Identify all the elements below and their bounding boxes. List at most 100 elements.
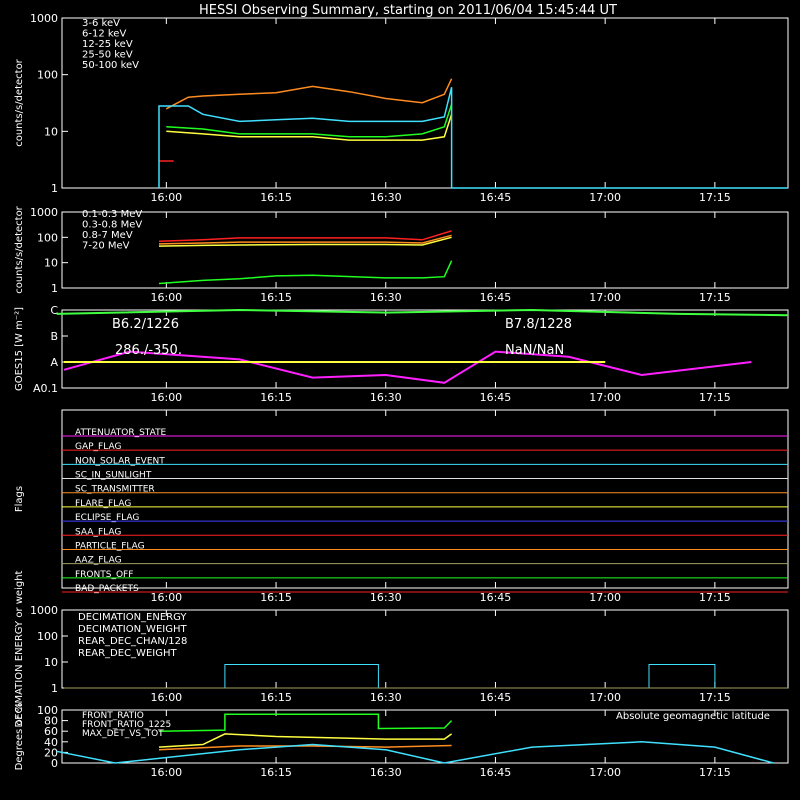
- time-tick-label: 17:15: [699, 691, 731, 704]
- legend-entry: 12-25 keV: [82, 39, 133, 50]
- time-tick-label: 16:00: [150, 691, 182, 704]
- time-tick-label: 16:00: [150, 766, 182, 779]
- time-tick-label: 16:45: [480, 766, 512, 779]
- y-tick-label: 1: [51, 282, 58, 295]
- time-tick-label: 17:15: [699, 591, 731, 604]
- legend-entry: REAR_DEC_WEIGHT: [78, 648, 177, 659]
- goes-annotation: 286./-350.: [115, 343, 182, 358]
- series-line-2: [158, 713, 453, 732]
- time-tick-label: 16:00: [150, 191, 182, 204]
- time-tick-label: 17:15: [699, 291, 731, 304]
- y-tick-label: 20: [44, 746, 58, 759]
- y-tick-label: 1: [51, 682, 58, 695]
- time-tick-label: 16:15: [260, 591, 292, 604]
- time-tick-label: 16:00: [150, 291, 182, 304]
- legend-entry: 0.3-0.8 MeV: [82, 220, 142, 231]
- time-tick-label: 16:30: [370, 591, 402, 604]
- legend-entry: Absolute geomagnetic latitude: [616, 711, 770, 722]
- time-tick-label: 17:00: [589, 191, 621, 204]
- legend-entry: 25-50 keV: [82, 50, 133, 61]
- y-tick-label: 1000: [30, 12, 58, 25]
- flag-label: SC_IN_SUNLIGHT: [75, 471, 152, 481]
- time-tick-label: 17:00: [589, 291, 621, 304]
- flag-label: NON_SOLAR_EVENT: [75, 456, 165, 466]
- flag-label: ECLIPSE_FLAG: [75, 513, 139, 523]
- legend-entry: 7-20 MeV: [82, 241, 130, 252]
- time-tick-label: 16:15: [260, 191, 292, 204]
- time-tick-label: 16:15: [260, 766, 292, 779]
- flag-label: BAD_PACKETS: [75, 584, 139, 594]
- y-tick-label: 100: [37, 704, 58, 717]
- y-axis-label: Degrees or %: [14, 703, 25, 771]
- time-tick-label: 17:15: [699, 766, 731, 779]
- series-line-5: [158, 87, 788, 189]
- series-line-3: [224, 664, 716, 689]
- time-tick-label: 16:15: [260, 391, 292, 404]
- time-tick-label: 16:15: [260, 291, 292, 304]
- flag-label: AAZ_FLAG: [75, 556, 122, 566]
- flag-label: FLARE_FLAG: [75, 499, 131, 509]
- series-line-3: [158, 744, 452, 751]
- panel-frame-1: [61, 17, 789, 189]
- series-line-2: [63, 350, 752, 384]
- y-axis-label: Flags: [14, 486, 25, 512]
- y-tick-label: 60: [44, 725, 58, 738]
- time-tick-label: 16:00: [150, 591, 182, 604]
- y-tick-label: A: [50, 356, 58, 369]
- y-tick-label: 10: [44, 656, 58, 669]
- legend-entry: FRONT_RATIO_1225: [82, 720, 171, 730]
- legend-entry: REAR_DEC_CHAN/128: [78, 636, 187, 647]
- y-tick-label: B: [50, 330, 58, 343]
- series-line-3: [166, 114, 453, 141]
- goes-annotation: B7.8/1228: [505, 317, 572, 332]
- y-axis-label: GOES15 [W m⁻²]: [14, 307, 25, 391]
- legend-entry: FRONT_RATIO: [82, 711, 144, 721]
- time-tick-label: 16:00: [150, 391, 182, 404]
- time-tick-label: 16:45: [480, 391, 512, 404]
- legend-entry: 0.1-0.3 MeV: [82, 209, 142, 220]
- series-line-2: [158, 234, 452, 245]
- series-line-1: [158, 733, 453, 748]
- y-tick-label: 100: [37, 69, 58, 82]
- y-tick-label: A0.1: [33, 382, 58, 395]
- goes-annotation: NaN/NaN: [505, 343, 564, 358]
- legend-entry: 3-6 keV: [82, 18, 120, 29]
- panel-frame-3: [61, 309, 789, 389]
- legend-entry: DECIMATION_ENERGY: [78, 612, 187, 623]
- y-tick-label: 10: [44, 125, 58, 138]
- y-tick-label: C: [50, 304, 58, 317]
- panel-frame-6: [61, 709, 789, 764]
- flag-label: ATTENUATOR_STATE: [75, 428, 167, 438]
- time-tick-label: 16:15: [260, 691, 292, 704]
- flag-label: SAA_FLAG: [75, 527, 121, 537]
- y-tick-label: 1000: [30, 206, 58, 219]
- time-tick-label: 16:45: [480, 691, 512, 704]
- time-tick-label: 16:30: [370, 766, 402, 779]
- y-axis-label: counts/s/detector: [14, 58, 25, 146]
- panel-frame-4: [61, 409, 789, 589]
- time-tick-label: 16:45: [480, 291, 512, 304]
- series-line-3: [158, 236, 452, 247]
- panel-frame-2: [61, 211, 789, 289]
- y-tick-label: 40: [44, 736, 58, 749]
- y-tick-label: 100: [37, 630, 58, 643]
- legend-entry: 6-12 keV: [82, 29, 126, 40]
- series-line-4: [158, 260, 453, 285]
- series-line-1: [56, 308, 789, 317]
- flag-label: GAP_FLAG: [75, 442, 121, 452]
- flag-label: FRONTS_OFF: [75, 570, 133, 580]
- time-tick-label: 16:30: [370, 391, 402, 404]
- flag-label: PARTICLE_FLAG: [75, 541, 145, 551]
- time-tick-label: 16:30: [370, 191, 402, 204]
- legend-entry: 0.8-7 MeV: [82, 230, 133, 241]
- series-line-4: [56, 741, 774, 764]
- chart-title: HESSI Observing Summary, starting on 201…: [199, 3, 617, 18]
- time-tick-label: 16:45: [480, 591, 512, 604]
- time-tick-label: 16:45: [480, 191, 512, 204]
- time-tick-label: 17:15: [699, 391, 731, 404]
- y-axis-label: DECIMATION ENERGY or weight: [14, 570, 25, 727]
- time-tick-label: 17:00: [589, 691, 621, 704]
- series-line-2: [165, 78, 453, 110]
- y-tick-label: 100: [37, 231, 58, 244]
